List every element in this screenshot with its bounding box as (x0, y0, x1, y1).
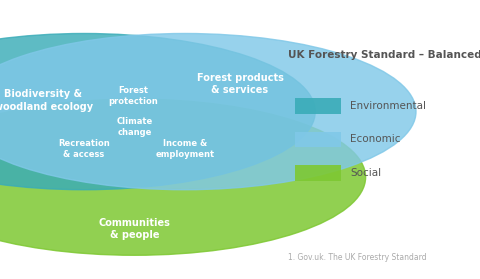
Text: Environmental: Environmental (350, 101, 426, 111)
Text: UK Forestry Standard – Balanced objectives¹: UK Forestry Standard – Balanced objectiv… (288, 50, 480, 60)
Text: 1. Gov.uk. The UK Forestry Standard: 1. Gov.uk. The UK Forestry Standard (288, 253, 427, 262)
Text: Income &
employment: Income & employment (155, 139, 215, 159)
Text: Communities
& people: Communities & people (98, 218, 170, 240)
Text: Biodiversity &
woodland ecology: Biodiversity & woodland ecology (0, 89, 93, 112)
FancyBboxPatch shape (295, 98, 341, 114)
Text: Recreation
& access: Recreation & access (58, 139, 110, 159)
Text: Forest products
& services: Forest products & services (197, 73, 283, 95)
Ellipse shape (0, 33, 416, 190)
Text: Economic: Economic (350, 134, 401, 145)
FancyBboxPatch shape (295, 132, 341, 147)
Ellipse shape (0, 33, 315, 190)
Text: Forest
protection: Forest protection (108, 86, 158, 106)
Text: Climate
change: Climate change (116, 117, 153, 137)
FancyBboxPatch shape (295, 165, 341, 181)
Text: Social: Social (350, 168, 381, 178)
Ellipse shape (0, 99, 366, 255)
